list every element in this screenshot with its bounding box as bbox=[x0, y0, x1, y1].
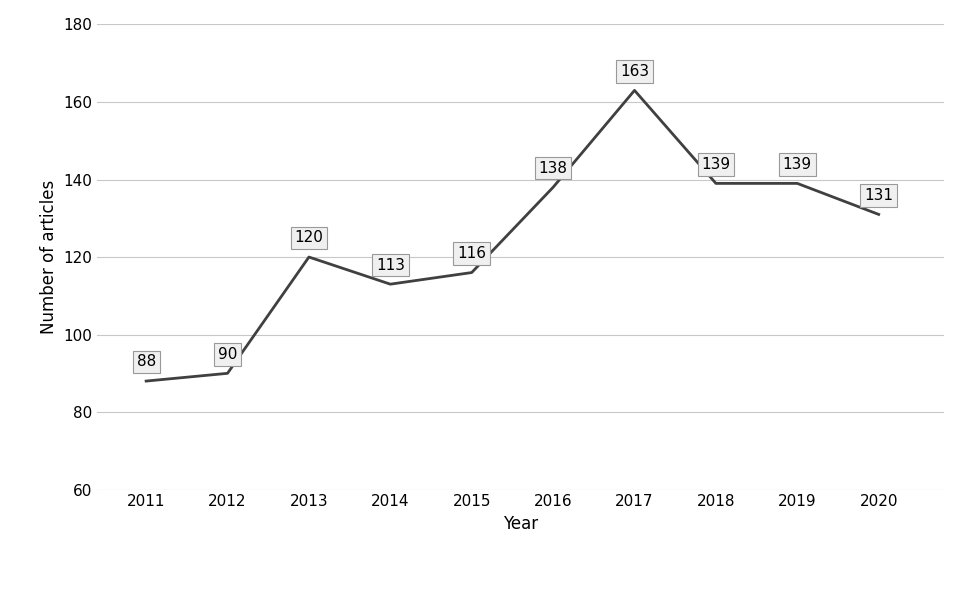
Text: 139: 139 bbox=[702, 157, 731, 172]
Y-axis label: Number of articles: Number of articles bbox=[40, 180, 57, 334]
Text: 90: 90 bbox=[218, 346, 237, 362]
Text: 88: 88 bbox=[136, 354, 156, 370]
X-axis label: Year: Year bbox=[503, 515, 538, 533]
Text: 139: 139 bbox=[782, 157, 811, 172]
Text: 163: 163 bbox=[620, 64, 649, 79]
Text: 120: 120 bbox=[295, 230, 323, 245]
Text: 116: 116 bbox=[457, 246, 486, 261]
Text: 138: 138 bbox=[539, 160, 567, 176]
Text: 131: 131 bbox=[864, 188, 893, 203]
Text: 113: 113 bbox=[376, 258, 405, 272]
